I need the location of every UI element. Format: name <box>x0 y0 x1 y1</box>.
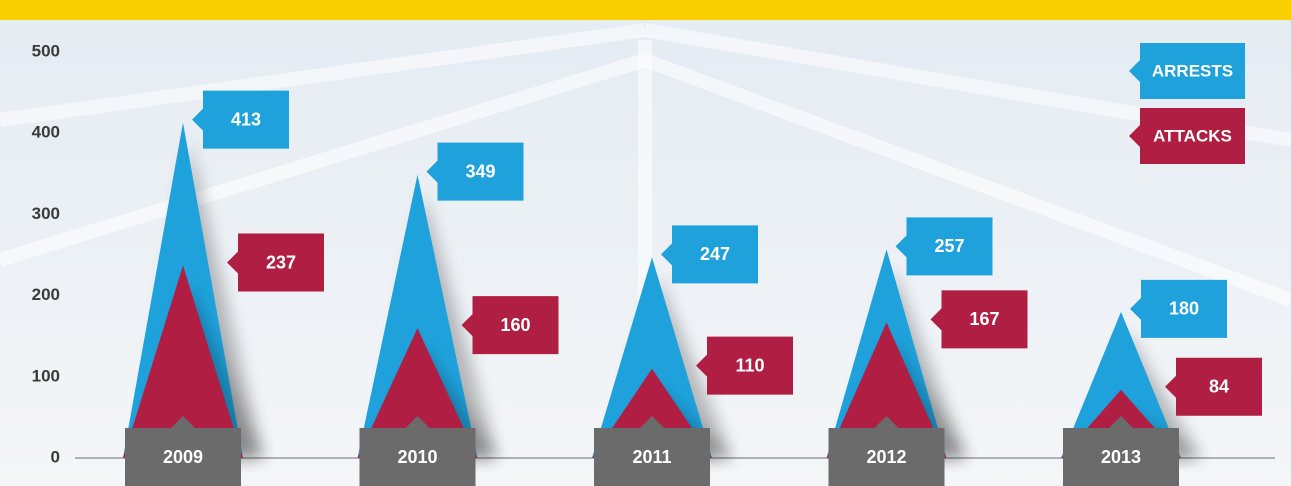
data-label-text: 349 <box>465 161 495 181</box>
y-tick-label: 400 <box>32 123 60 142</box>
data-label-text: 160 <box>500 315 530 335</box>
data-label: 167 <box>931 290 1028 348</box>
data-label-text: 110 <box>735 355 764 375</box>
data-label-text: 237 <box>266 252 296 272</box>
y-tick-label: 0 <box>51 447 60 466</box>
data-label: 110 <box>696 337 793 395</box>
x-tick-label: 2009 <box>163 447 203 467</box>
legend-item-text: ATTACKS <box>1153 126 1232 145</box>
y-tick-label: 300 <box>32 204 60 223</box>
data-label: 84 <box>1165 358 1262 416</box>
data-label-text: 180 <box>1169 299 1199 319</box>
data-label: 247 <box>661 225 758 283</box>
data-label: 180 <box>1130 280 1227 338</box>
data-label-text: 167 <box>969 309 999 329</box>
data-label: 237 <box>227 234 324 292</box>
chart: 0 100 200 300 400 500 413 349 247 257 180 237 160 110… <box>0 0 1291 486</box>
x-tick-label: 2013 <box>1101 447 1141 467</box>
x-tick-label: 2011 <box>632 447 671 467</box>
data-label: 160 <box>462 296 559 354</box>
page: 0 100 200 300 400 500 413 349 247 257 180 237 160 110… <box>0 0 1291 486</box>
legend-item: ARRESTS <box>1129 43 1245 99</box>
x-tick-label: 2010 <box>397 447 437 467</box>
y-tick-label: 500 <box>32 41 60 60</box>
y-tick-label: 100 <box>32 366 60 385</box>
data-label: 349 <box>427 143 524 201</box>
data-label-text: 413 <box>231 109 261 129</box>
y-tick-label: 200 <box>32 285 60 304</box>
header-bar <box>0 0 1291 20</box>
legend-item: ATTACKS <box>1129 108 1245 164</box>
data-label-text: 257 <box>934 236 964 256</box>
legend-item-text: ARRESTS <box>1152 61 1233 80</box>
data-label: 257 <box>896 217 993 275</box>
data-label-text: 247 <box>700 244 730 264</box>
x-tick-label: 2012 <box>866 447 906 467</box>
data-label: 413 <box>192 91 289 149</box>
data-label-text: 84 <box>1209 377 1229 397</box>
